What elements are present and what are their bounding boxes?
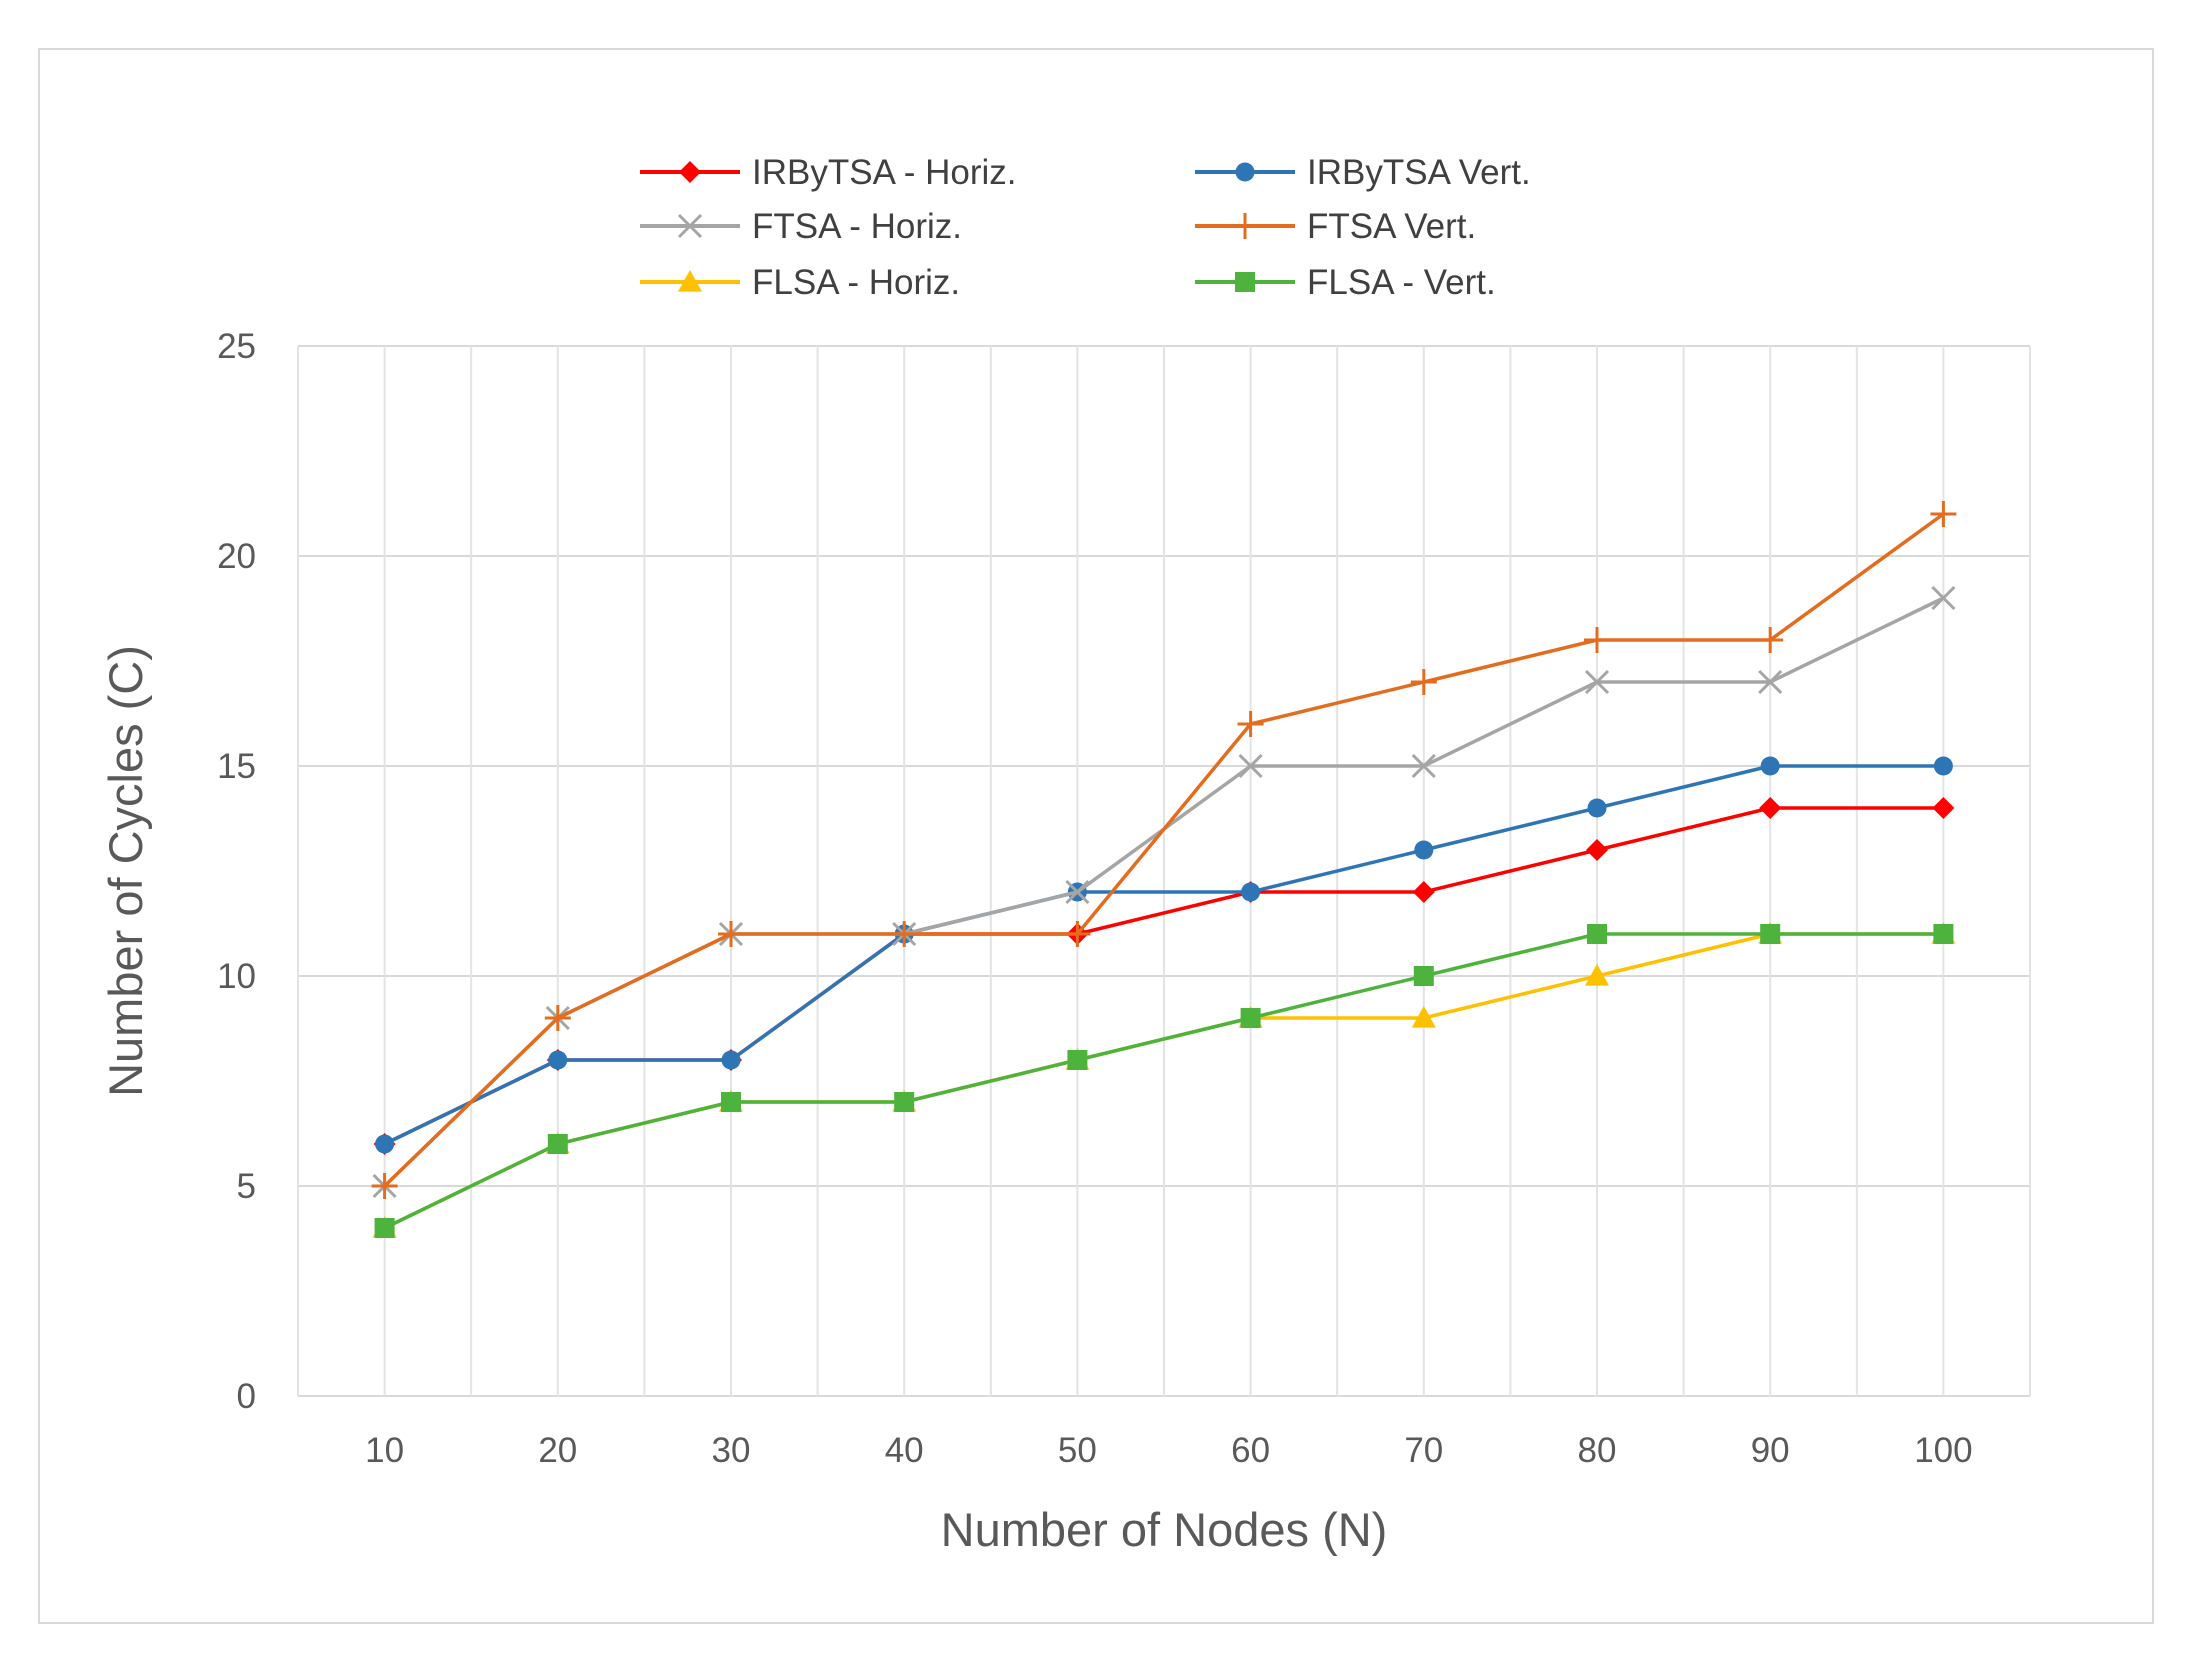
y-tick-label: 5 bbox=[237, 1167, 256, 1206]
series-3 bbox=[371, 501, 1957, 1199]
data-point bbox=[721, 1092, 741, 1112]
legend-label: IRByTSA Vert. bbox=[1307, 153, 1531, 192]
series-line bbox=[383, 764, 1944, 1146]
data-point bbox=[1587, 798, 1607, 818]
data-point bbox=[1758, 669, 1783, 695]
data-point bbox=[1410, 669, 1437, 695]
data-point bbox=[1584, 669, 1610, 695]
data-point bbox=[1930, 501, 1957, 527]
data-point bbox=[891, 921, 918, 947]
legend-item: FLSA - Horiz. bbox=[640, 263, 960, 302]
data-point bbox=[1238, 753, 1263, 779]
legend-marker bbox=[677, 213, 703, 239]
x-tick-label: 10 bbox=[365, 1431, 404, 1470]
data-point bbox=[1237, 711, 1264, 737]
x-tick-label: 30 bbox=[712, 1431, 751, 1470]
data-point bbox=[721, 1050, 741, 1070]
data-point bbox=[1414, 840, 1434, 860]
data-point bbox=[1587, 924, 1607, 944]
legend-item: FLSA - Vert. bbox=[1195, 263, 1496, 302]
data-point bbox=[1412, 881, 1435, 903]
series-5 bbox=[374, 924, 1954, 1238]
data-point bbox=[1240, 1008, 1261, 1028]
data-point bbox=[1411, 1006, 1436, 1028]
y-axis-ticks: 0 5 10 15 20 25 bbox=[217, 327, 256, 1416]
legend-marker bbox=[679, 161, 701, 183]
legend-label: FTSA - Horiz. bbox=[752, 207, 962, 246]
data-point bbox=[1760, 756, 1780, 776]
y-tick-label: 10 bbox=[217, 957, 256, 996]
x-tick-label: 100 bbox=[1914, 1431, 1972, 1470]
y-tick-label: 0 bbox=[237, 1377, 256, 1416]
legend-label: IRByTSA - Horiz. bbox=[752, 153, 1016, 192]
y-tick-label: 25 bbox=[217, 327, 256, 366]
data-point bbox=[1065, 879, 1090, 905]
legend-item: IRByTSA Vert. bbox=[1195, 153, 1531, 192]
data-point bbox=[1586, 839, 1608, 861]
data-point bbox=[1067, 1050, 1088, 1070]
legend-item: FTSA - Horiz. bbox=[640, 207, 962, 246]
legend-item: IRByTSA - Horiz. bbox=[640, 153, 1016, 192]
data-point bbox=[374, 1218, 395, 1238]
x-tick-label: 50 bbox=[1058, 1431, 1097, 1470]
x-tick-label: 60 bbox=[1231, 1431, 1270, 1470]
data-point bbox=[1931, 585, 1956, 611]
y-tick-label: 15 bbox=[217, 747, 256, 786]
data-point bbox=[1584, 627, 1610, 653]
series-line bbox=[383, 932, 1944, 1230]
data-point bbox=[1241, 882, 1261, 902]
legend-marker bbox=[1232, 213, 1258, 239]
data-point bbox=[1413, 966, 1434, 986]
legend-label: FLSA - Horiz. bbox=[752, 263, 960, 302]
legend-label: FTSA Vert. bbox=[1307, 207, 1476, 246]
x-tick-label: 90 bbox=[1751, 1431, 1790, 1470]
chart-frame bbox=[38, 48, 2154, 1624]
legend-marker bbox=[678, 270, 702, 292]
legend-item: FTSA Vert. bbox=[1195, 207, 1476, 246]
data-point bbox=[1759, 797, 1782, 819]
x-tick-label: 40 bbox=[885, 1431, 924, 1470]
data-point bbox=[375, 1134, 395, 1154]
data-point bbox=[718, 921, 744, 947]
data-point bbox=[894, 1092, 915, 1112]
x-tick-label: 70 bbox=[1404, 1431, 1443, 1470]
x-tick-label: 20 bbox=[538, 1431, 577, 1470]
data-point bbox=[1757, 627, 1784, 653]
data-point bbox=[1933, 756, 1953, 776]
data-point bbox=[1932, 797, 1955, 819]
y-tick-label: 20 bbox=[217, 537, 256, 576]
x-tick-label: 80 bbox=[1578, 1431, 1617, 1470]
legend-label: FLSA - Vert. bbox=[1307, 263, 1496, 302]
grid bbox=[297, 345, 2031, 1397]
x-axis-ticks: 10 20 30 40 50 60 70 80 90 100 bbox=[365, 1431, 1972, 1470]
y-axis-title: Number of Cycles (C) bbox=[99, 645, 152, 1097]
data-point bbox=[1585, 964, 1609, 986]
data-point bbox=[1064, 921, 1091, 947]
x-axis-title: Number of Nodes (N) bbox=[941, 1503, 1388, 1556]
data-point bbox=[544, 1005, 571, 1031]
data-point bbox=[547, 1134, 568, 1154]
data-point bbox=[1411, 753, 1436, 779]
legend-marker bbox=[1235, 272, 1255, 292]
series-line bbox=[383, 512, 1945, 1188]
data-point bbox=[1760, 924, 1781, 944]
data-point bbox=[548, 1050, 568, 1070]
legend-marker bbox=[1235, 162, 1255, 182]
data-point bbox=[371, 1173, 398, 1199]
data-point bbox=[1933, 924, 1954, 944]
legend: IRByTSA - Horiz. IRByTSA Vert. FTSA - Hori… bbox=[640, 153, 1531, 302]
series-lines bbox=[371, 501, 1957, 1238]
